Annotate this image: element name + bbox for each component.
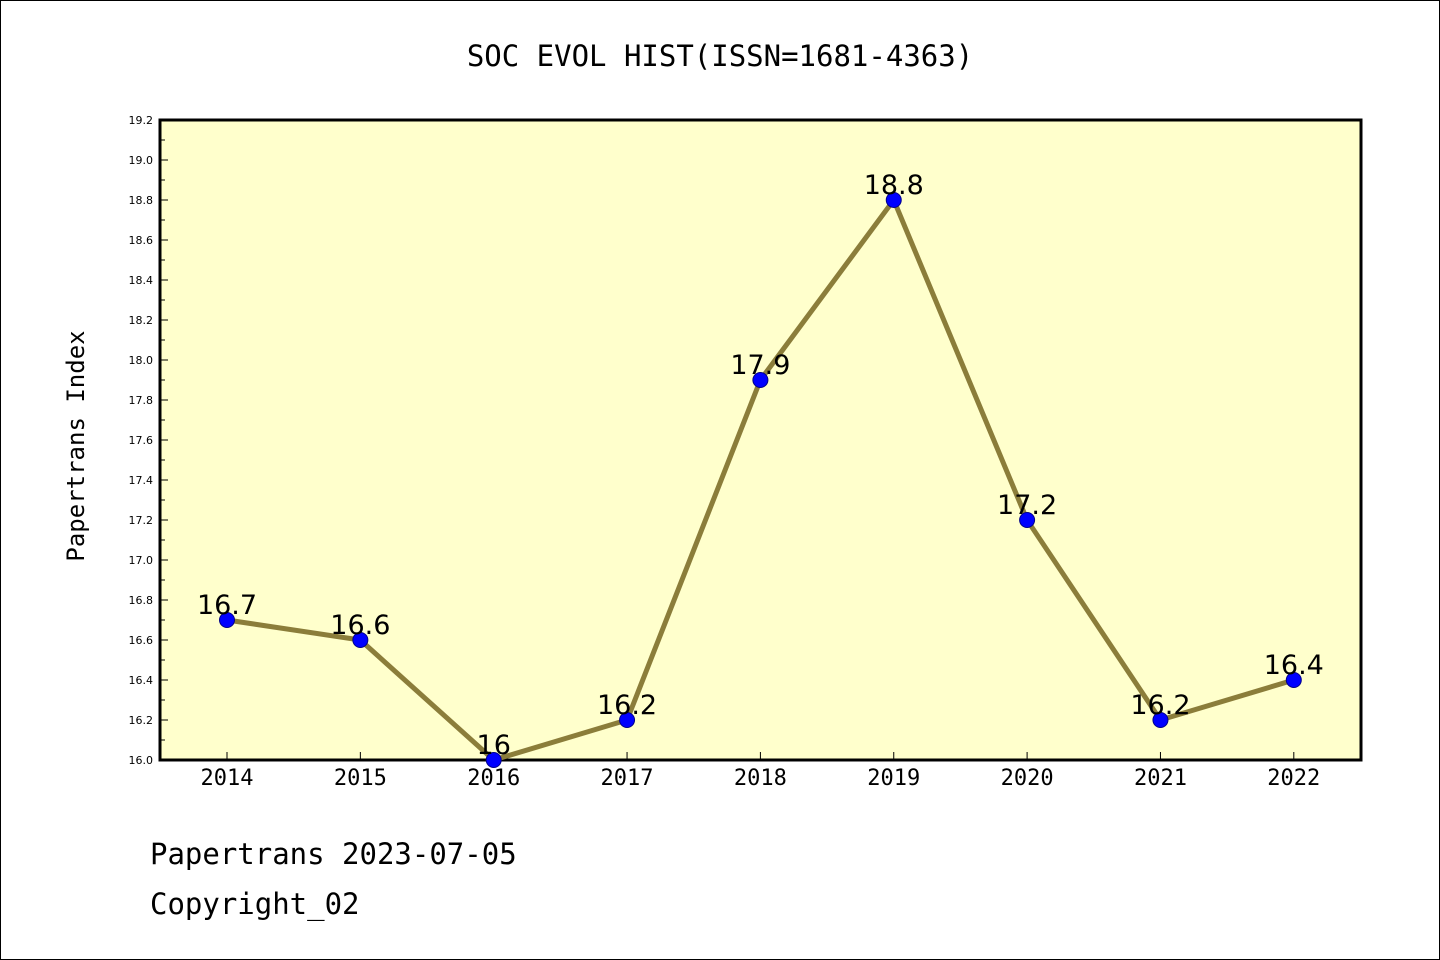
y-tick-label: 19.0 [129, 154, 154, 167]
y-axis-label: Papertrans Index [62, 330, 90, 561]
x-tick-label: 2018 [734, 766, 787, 791]
data-point-marker [1285, 672, 1302, 688]
data-label-group: 16.7 16.6 16 16.2 17.9 18.8 17.2 16.2 16.4 [197, 170, 1324, 761]
y-tick-label: 17.0 [129, 554, 154, 567]
y-tick-label: 18.2 [129, 314, 154, 327]
y-tick-label: 18.6 [129, 234, 154, 247]
data-label: 16.7 [197, 590, 257, 621]
y-tick-label: 16.6 [129, 634, 154, 647]
x-tick-label: 2016 [467, 766, 520, 791]
y-tick-label: 17.6 [129, 434, 154, 447]
y-tick-label: 16.4 [129, 674, 154, 687]
y-tick-label: 18.8 [129, 194, 154, 207]
chart-title: SOC EVOL HIST(ISSN=1681-4363) [467, 39, 973, 73]
y-tick-label: 17.2 [129, 514, 154, 527]
y-axis: 16.0 16.2 16.4 16.6 16.8 17.0 17.2 17.4 17.6 17.8… [129, 114, 168, 767]
data-point-marker [485, 752, 502, 768]
x-axis: 2014 2015 2016 2017 2018 2019 2020 2021 2022 [201, 752, 1320, 791]
y-tick-label: 16.0 [129, 754, 154, 767]
y-tick-label: 16.2 [129, 714, 154, 727]
marker-group [219, 192, 1302, 768]
y-tick-label: 18.0 [129, 354, 154, 367]
data-label: 18.8 [864, 170, 924, 201]
data-label: 17.2 [997, 490, 1057, 521]
data-label: 16.6 [330, 610, 390, 641]
y-tick-label: 18.4 [129, 274, 154, 287]
x-tick-label: 2021 [1134, 766, 1187, 791]
x-tick-label: 2019 [867, 766, 920, 791]
data-label: 16.2 [597, 690, 657, 721]
footer-copyright-text: Copyright_02 [150, 887, 360, 922]
y-tick-label: 16.8 [129, 594, 154, 607]
data-point-marker [352, 632, 369, 648]
footer-date-text: Papertrans 2023-07-05 [150, 837, 517, 871]
data-point-marker [885, 192, 902, 208]
data-label: 17.9 [730, 350, 790, 381]
x-tick-label: 2015 [334, 766, 387, 791]
data-label: 16.2 [1130, 690, 1190, 721]
x-tick-label: 2014 [201, 766, 254, 791]
data-point-marker [1019, 512, 1036, 528]
plot-area [158, 118, 1363, 762]
x-tick-label: 2017 [601, 766, 654, 791]
data-label: 16 [477, 730, 511, 761]
data-label: 16.4 [1264, 650, 1324, 681]
x-tick-label: 2020 [1001, 766, 1054, 791]
data-point-marker [1152, 712, 1169, 728]
x-tick-label: 2022 [1267, 766, 1320, 791]
data-point-marker [619, 712, 636, 728]
data-point-marker [752, 372, 769, 388]
data-point-marker [219, 612, 235, 628]
y-tick-label: 17.4 [129, 474, 154, 487]
y-tick-label: 19.2 [129, 114, 154, 127]
y-tick-label: 17.8 [129, 394, 154, 407]
